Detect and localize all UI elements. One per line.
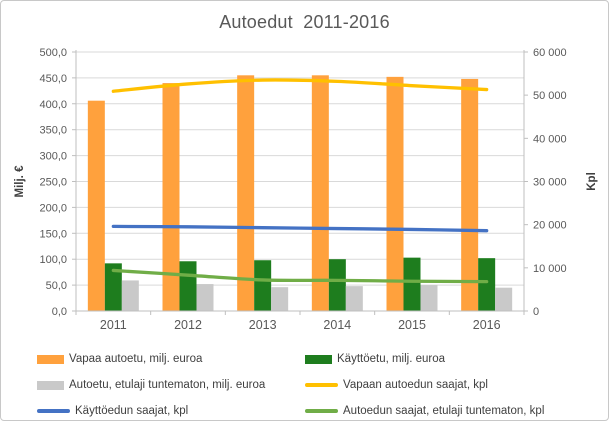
right-axis-tick-label: 20 000 — [533, 220, 567, 232]
left-axis-tick-label: 250,0 — [39, 177, 67, 189]
left-axis-tick-label: 500,0 — [39, 47, 67, 59]
legend-item: Vapaa autoetu, milj. euroa — [37, 350, 265, 368]
legend-swatch-line — [37, 409, 70, 413]
x-axis-category-label: 2015 — [398, 318, 426, 332]
bar-series1-2014 — [328, 259, 346, 311]
left-axis-tick-label: 200,0 — [39, 202, 67, 214]
legend-label: Autoedun saajat, etulaji tuntematon, kpl — [343, 405, 545, 417]
left-axis-tick-label: 300,0 — [39, 151, 67, 163]
legend-swatch-bar — [37, 380, 64, 390]
x-axis-category-label: 2014 — [323, 318, 351, 332]
x-axis-category-label: 2013 — [249, 318, 277, 332]
legend-column-left: Vapaa autoetu, milj. euroa Autoetu, etula… — [37, 350, 265, 420]
bar-series1-2013 — [254, 260, 272, 311]
legend-item: Autoetu, etulaji tuntematon, milj. euroa — [37, 376, 265, 394]
line-series0 — [111, 78, 489, 93]
legend-item: Vapaan autoedun saajat, kpl — [305, 376, 544, 394]
chart-title: Autoedut 2011-2016 — [219, 12, 390, 32]
left-axis-tick-label: 150,0 — [39, 228, 67, 240]
right-axis-tick-label: 60 000 — [533, 47, 567, 59]
right-axis-tick-label: 50 000 — [533, 90, 567, 102]
left-axis-tick-label: 0,0 — [52, 306, 67, 318]
legend-label: Vapaan autoedun saajat, kpl — [343, 379, 488, 391]
bar-series2-2011 — [121, 280, 139, 311]
legend-item: Käyttöetu, milj. euroa — [305, 350, 544, 368]
left-axis-tick-label: 350,0 — [39, 125, 67, 137]
legend-swatch-line — [305, 383, 338, 387]
x-axis-category-label: 2016 — [473, 318, 501, 332]
bar-series2-2013 — [271, 287, 289, 311]
left-axis-tick-label: 100,0 — [39, 254, 67, 266]
legend-label: Autoetu, etulaji tuntematon, milj. euroa — [69, 379, 266, 391]
legend-swatch-bar — [37, 354, 64, 364]
bar-series0-2012 — [162, 83, 180, 311]
right-axis-tick-label: 10 000 — [533, 263, 567, 275]
bar-series1-2012 — [179, 261, 197, 311]
legend-item: Autoedun saajat, etulaji tuntematon, kpl — [305, 402, 544, 420]
right-axis-tick-label: 30 000 — [533, 177, 567, 189]
legend-label: Käyttöedun saajat, kpl — [75, 405, 189, 417]
left-axis-title: Milj. € — [14, 165, 26, 198]
line-series2 — [111, 268, 489, 284]
bar-series1-2011 — [104, 263, 122, 311]
bar-series0-2015 — [386, 76, 404, 311]
right-axis-tick-label: 0 — [533, 306, 539, 318]
bar-series2-2016 — [495, 287, 513, 311]
left-axis-tick-label: 450,0 — [39, 73, 67, 85]
right-axis-title: Kpl — [586, 172, 598, 191]
bar-series2-2014 — [345, 286, 363, 311]
left-axis-tick-label: 400,0 — [39, 99, 67, 111]
x-axis-category-label: 2012 — [174, 318, 202, 332]
bar-series0-2013 — [237, 75, 255, 311]
legend-column-right: Käyttöetu, milj. euroa Vapaan autoedun sa… — [305, 350, 544, 420]
line-series1 — [111, 224, 489, 233]
legend-item: Käyttöedun saajat, kpl — [37, 402, 265, 420]
bar-series1-2015 — [403, 257, 421, 311]
legend-label: Vapaa autoetu, milj. euroa — [69, 353, 203, 365]
bar-series2-2012 — [196, 284, 214, 311]
legend-swatch-bar — [305, 354, 332, 364]
bar-series2-2015 — [420, 285, 438, 311]
chart-plot-area: 0,0 50,0 100,0 150,0 200,0 250,0 300,0 350,0 400… — [14, 47, 598, 332]
left-axis-tick-label: 50,0 — [46, 280, 67, 292]
right-axis-tick-label: 40 000 — [533, 133, 567, 145]
bar-series1-2016 — [478, 258, 496, 311]
bar-series0-2016 — [461, 78, 479, 311]
x-axis-category-label: 2011 — [100, 318, 127, 332]
bar-series0-2014 — [311, 75, 329, 311]
legend-swatch-line — [305, 409, 338, 413]
legend-label: Käyttöetu, milj. euroa — [337, 353, 446, 365]
bar-series0-2011 — [87, 100, 105, 311]
